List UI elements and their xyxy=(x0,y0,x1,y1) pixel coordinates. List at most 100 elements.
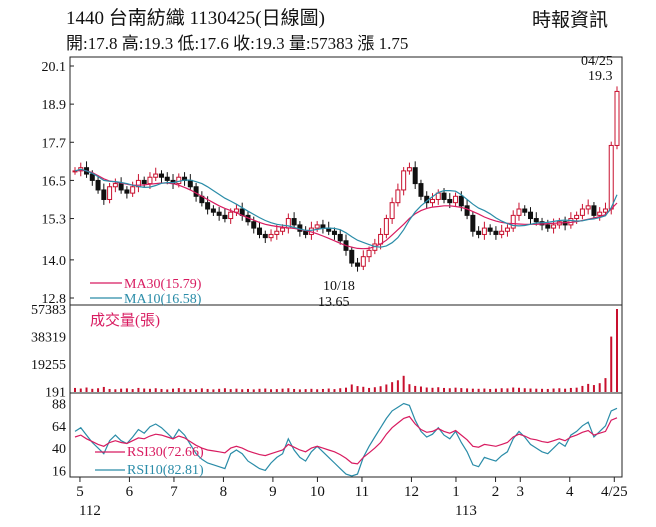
rsi-tick-label: 16 xyxy=(52,464,66,479)
volume-bar xyxy=(91,388,94,392)
volume-bar xyxy=(604,378,607,392)
volume-bar xyxy=(114,389,117,392)
volume-bar xyxy=(419,386,422,392)
volume-bar xyxy=(252,389,255,392)
volume-bar xyxy=(333,389,336,392)
volume-tick-label: 191 xyxy=(45,386,66,401)
volume-bar xyxy=(437,387,440,392)
volume-bar xyxy=(97,388,100,392)
source-label: 時報資訊 xyxy=(532,9,608,31)
candle-body xyxy=(130,186,136,194)
volume-bar xyxy=(517,387,520,392)
candle-body xyxy=(210,208,216,213)
x-tick-label: 9 xyxy=(269,484,277,500)
volume-bar xyxy=(454,387,457,392)
volume-bar xyxy=(535,388,538,392)
rsi30-legend: RSI30(72.66) xyxy=(127,445,204,460)
volume-bar xyxy=(160,388,163,392)
candle-body xyxy=(89,173,95,181)
volume-bar xyxy=(598,383,601,392)
candle-body xyxy=(528,211,534,220)
candle-body xyxy=(406,167,412,172)
candle-body xyxy=(551,224,557,229)
candle-body xyxy=(516,208,522,216)
volume-plot xyxy=(74,309,618,392)
volume-bar xyxy=(339,388,342,392)
volume-bar xyxy=(345,387,347,392)
ma30-legend: MA30(15.79) xyxy=(124,277,202,292)
x-tick-label: 6 xyxy=(126,484,134,500)
volume-tick-label: 38319 xyxy=(31,331,66,346)
volume-label: 成交量(張) xyxy=(90,311,160,329)
candle-body xyxy=(349,249,355,264)
volume-bar xyxy=(575,387,578,392)
volume-bar xyxy=(316,389,319,392)
volume-bar xyxy=(304,389,307,392)
candle-body xyxy=(522,208,528,213)
candle-body xyxy=(112,183,118,188)
x-tick-label: 10 xyxy=(310,484,325,500)
x-tick-label: 8 xyxy=(220,484,228,500)
candle-body xyxy=(614,90,620,146)
volume-bar xyxy=(385,384,388,392)
x-tick-label: 4 xyxy=(566,484,574,500)
candle-body xyxy=(187,179,193,188)
low-annotation-value: 13.65 xyxy=(318,295,350,310)
x-tick-label: 11 xyxy=(355,484,369,500)
volume-bar xyxy=(408,384,411,392)
volume-bar xyxy=(616,309,618,392)
x-tick-label: 7 xyxy=(170,484,178,500)
candle-body xyxy=(257,227,263,235)
candle-body xyxy=(476,230,482,235)
candle-body xyxy=(383,218,389,235)
rsi30-line xyxy=(74,415,618,465)
chart-title: 1440 台南紡織 1130425(日線圖) xyxy=(66,7,325,29)
volume-bar xyxy=(368,387,371,392)
candle-body xyxy=(147,176,153,185)
year-label: 113 xyxy=(455,503,477,519)
volume-bar xyxy=(200,388,203,392)
volume-tick-label: 19255 xyxy=(31,358,66,373)
volume-bar xyxy=(241,389,244,392)
volume-tick-label: 57383 xyxy=(31,303,66,318)
candle-body xyxy=(280,227,286,232)
candle-body xyxy=(464,205,470,216)
candle-body xyxy=(453,195,459,204)
year-label: 112 xyxy=(79,503,101,519)
candle-body xyxy=(355,262,361,267)
x-tick-label: 1 xyxy=(452,484,460,500)
volume-bar xyxy=(275,389,278,392)
volume-bar xyxy=(79,388,82,392)
volume-bar xyxy=(541,388,544,392)
candle-body xyxy=(481,227,487,235)
volume-bar xyxy=(529,388,532,392)
volume-bar xyxy=(460,388,463,392)
volume-bar xyxy=(310,388,313,392)
rsi10-legend: RSI10(82.81) xyxy=(127,463,204,478)
candle-body xyxy=(366,249,372,258)
candle-body xyxy=(205,202,211,210)
candle-body xyxy=(251,221,257,229)
price-panel xyxy=(69,56,623,306)
volume-bar xyxy=(362,386,365,392)
volume-bar xyxy=(483,388,486,392)
x-tick-label: 2 xyxy=(492,484,500,500)
volume-bar xyxy=(293,388,296,392)
volume-bar xyxy=(235,388,238,392)
price-tick-label: 18.9 xyxy=(42,98,67,113)
candle-body xyxy=(291,218,297,226)
x-tick-label: 5 xyxy=(76,484,84,500)
volume-bar xyxy=(270,389,273,392)
volume-bar xyxy=(592,385,595,392)
volume-bar xyxy=(195,389,198,392)
volume-bar xyxy=(356,386,359,392)
volume-bar xyxy=(431,387,434,392)
volume-bar xyxy=(131,389,134,392)
candle-body xyxy=(493,230,499,235)
volume-bar xyxy=(558,388,561,392)
candle-body xyxy=(164,176,170,181)
volume-bar xyxy=(350,384,353,392)
candle-body xyxy=(429,198,435,204)
x-tick-label: 12 xyxy=(404,484,419,500)
